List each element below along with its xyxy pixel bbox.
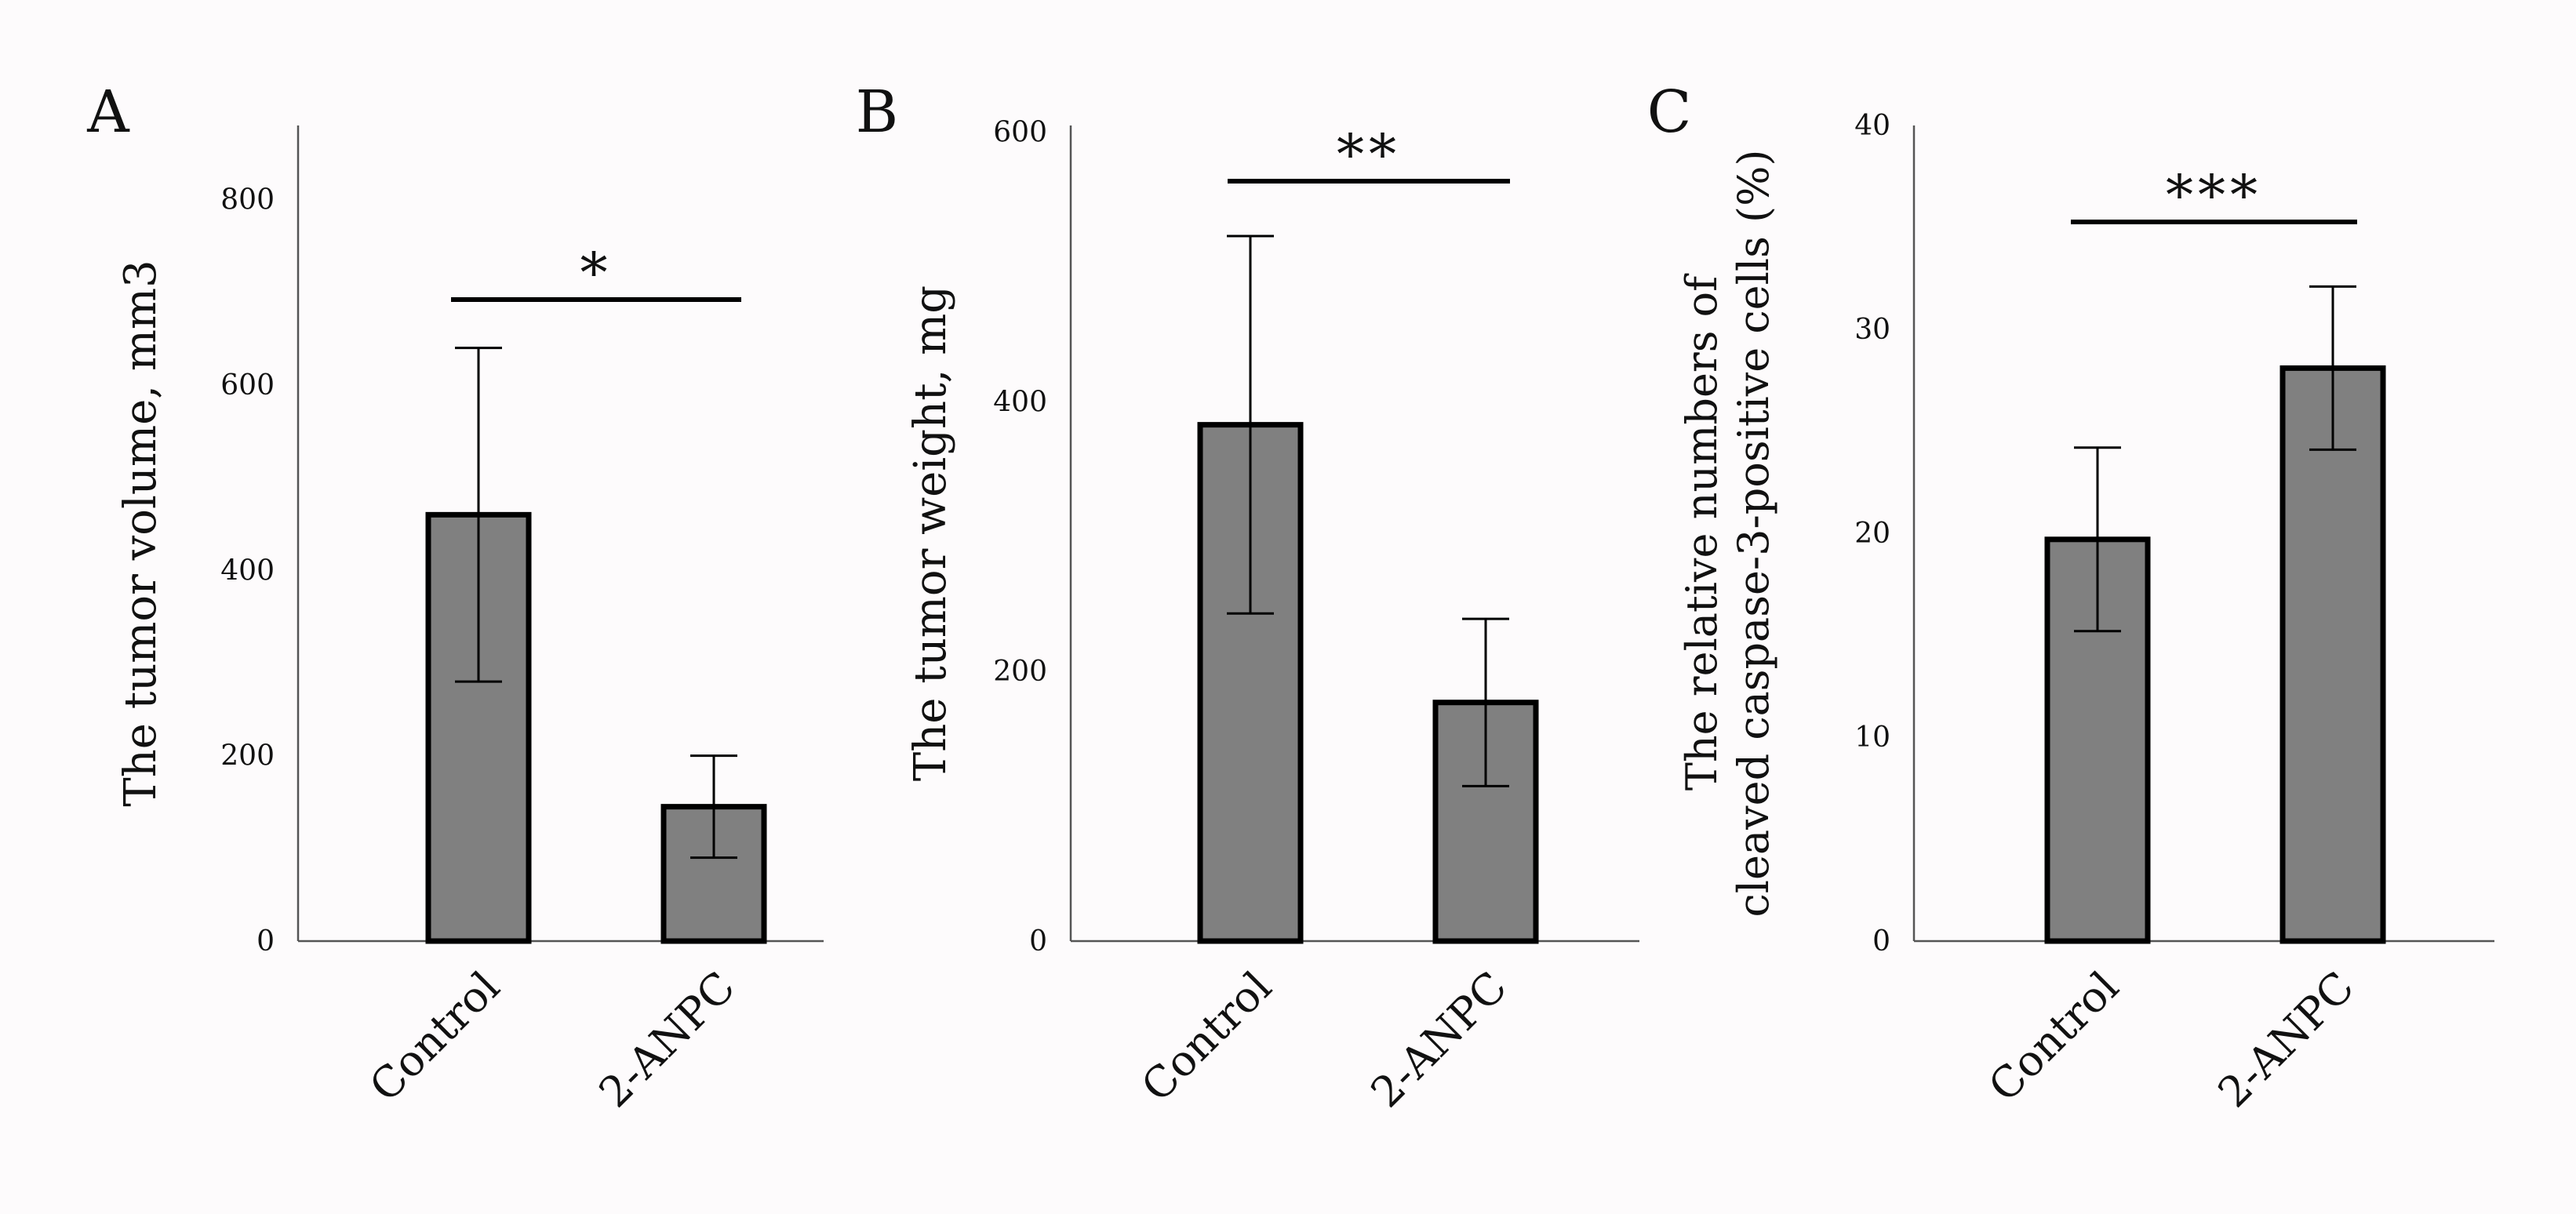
y-tick-label: 400 <box>993 386 1047 418</box>
y-axis-label: The relative numbers of <box>1677 273 1726 791</box>
y-axis-label: The tumor weight, mg <box>905 285 956 781</box>
bar-control <box>2044 536 2151 944</box>
y-tick-label: 200 <box>220 740 275 772</box>
significance-stars: *** <box>2166 163 2262 227</box>
panel-c: C 0 10 20 30 40 The relative numbers of cleaved… <box>1647 78 2494 1117</box>
y-tick-label: 0 <box>257 925 275 958</box>
x-tick-label: Control <box>1132 962 1281 1111</box>
y-tick-label: 40 <box>1854 110 1890 142</box>
y-tick-label: 800 <box>220 184 275 216</box>
x-tick-label: Control <box>360 962 509 1111</box>
x-tick-label: 2-ANPC <box>1362 962 1517 1118</box>
x-tick-label: 2-ANPC <box>590 962 745 1118</box>
y-tick-label: 400 <box>220 554 275 587</box>
panel-b: B 0 200 400 600 The tumor weight, mg Control 2-… <box>856 78 1639 1117</box>
y-tick-label: 600 <box>220 369 275 402</box>
y-tick-label: 200 <box>993 656 1047 688</box>
significance-stars: ** <box>1337 122 1401 187</box>
y-tick-label: 0 <box>1872 925 1890 958</box>
panel-label: B <box>856 78 898 146</box>
bar-2-anpc <box>2279 365 2386 944</box>
y-tick-label: 0 <box>1029 925 1047 958</box>
panel-label: A <box>86 78 130 146</box>
y-axis-label: The tumor volume, mm3 <box>115 260 166 806</box>
y-axis-label: cleaved caspase-3-positive cells (%) <box>1729 149 1778 917</box>
y-tick-label: 30 <box>1854 314 1890 346</box>
y-tick-label: 20 <box>1854 518 1890 550</box>
panel-label: C <box>1647 78 1692 146</box>
panel-a: A 0 200 400 600 800 The tumor volume, mm3 Contr… <box>86 78 824 1117</box>
bar-2-anpc <box>660 804 767 944</box>
x-tick-label: 2-ANPC <box>2209 962 2364 1118</box>
x-tick-label: Control <box>1979 962 2128 1111</box>
y-tick-label: 600 <box>993 117 1047 149</box>
significance-stars: * <box>580 241 613 305</box>
y-tick-label: 10 <box>1854 721 1890 754</box>
